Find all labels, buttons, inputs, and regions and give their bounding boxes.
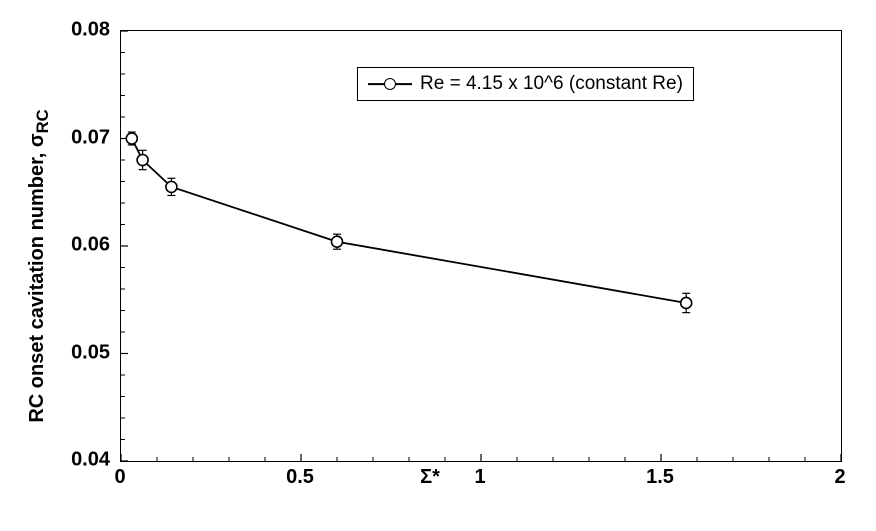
legend-circle-icon xyxy=(384,78,396,90)
plot-area: Re = 4.15 x 10^6 (constant Re) xyxy=(120,30,842,462)
tick-label: 1.5 xyxy=(646,466,674,489)
tick-label: 0.06 xyxy=(71,234,110,257)
y-axis-label-text: RC onset cavitation number, σ xyxy=(26,133,48,422)
y-axis-label: RC onset cavitation number, σRC xyxy=(26,109,53,422)
tick-label: 0.08 xyxy=(71,19,110,42)
tick-label: 2 xyxy=(834,466,845,489)
legend-marker xyxy=(368,77,412,91)
y-axis-label-subscript: RC xyxy=(33,109,52,133)
legend-label: Re = 4.15 x 10^6 (constant Re) xyxy=(420,73,683,95)
x-axis-label-text: Σ* xyxy=(420,466,440,488)
tick-label: 0.04 xyxy=(71,449,110,472)
tick-label: 0.5 xyxy=(286,466,314,489)
tick-label: 0 xyxy=(114,466,125,489)
x-axis-label: Σ* xyxy=(420,466,440,489)
legend: Re = 4.15 x 10^6 (constant Re) xyxy=(357,67,694,101)
chart-container: RC onset cavitation number, σRC Σ* Re = … xyxy=(0,0,876,531)
tick-label: 1 xyxy=(474,466,485,489)
tick-label: 0.07 xyxy=(71,126,110,149)
tick-label: 0.05 xyxy=(71,341,110,364)
